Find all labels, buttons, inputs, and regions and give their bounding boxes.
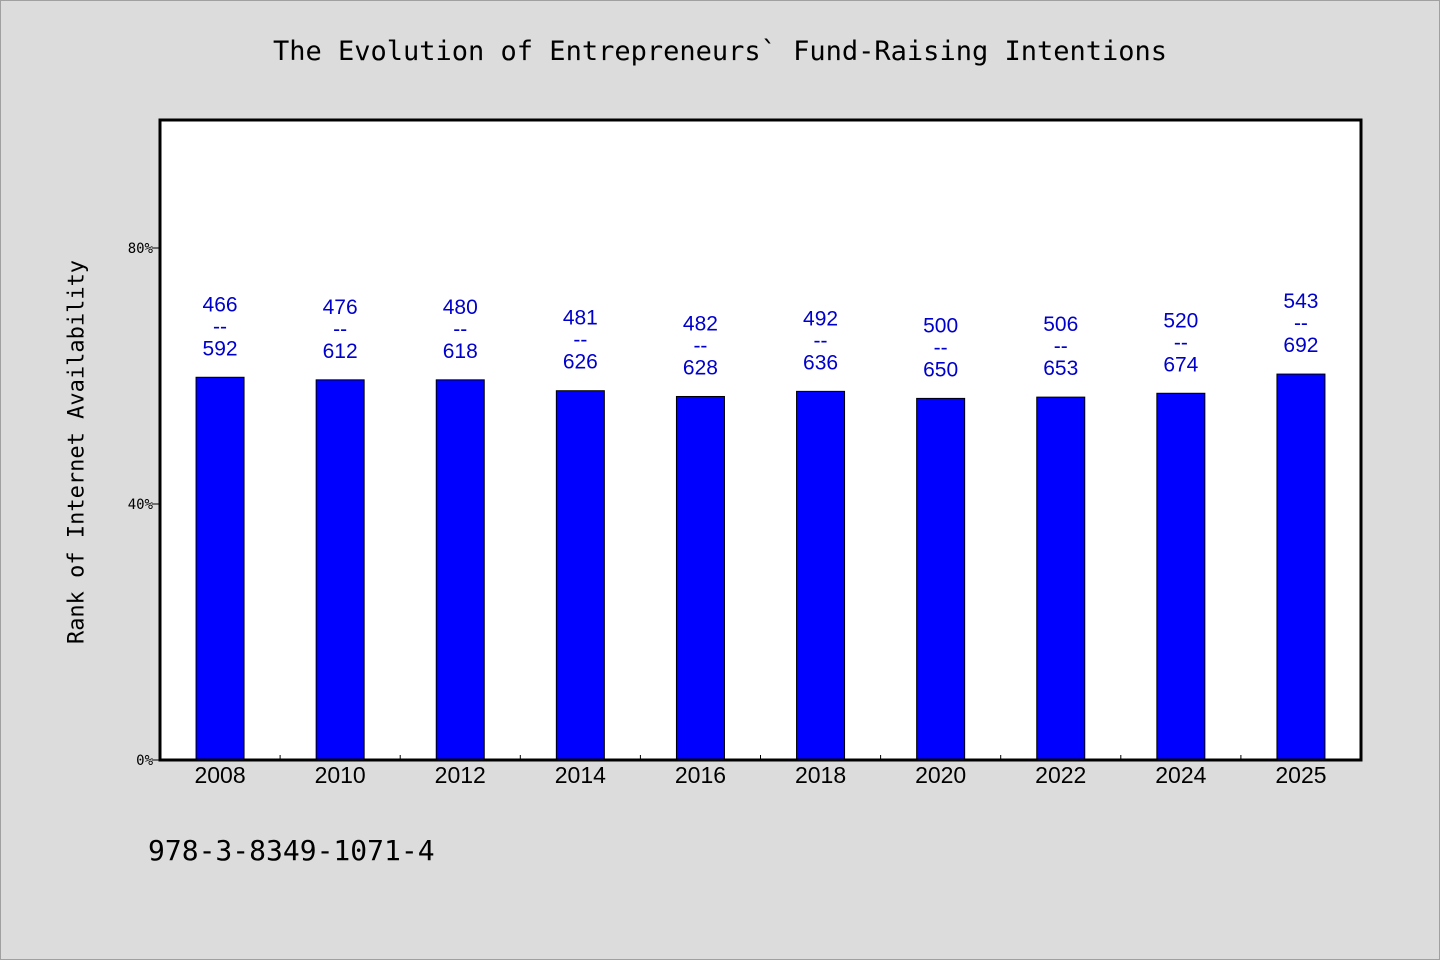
data-label-2024-top: 520: [1163, 309, 1198, 332]
bar-2016: [675, 395, 725, 761]
data-label-2018-sep: --: [814, 329, 828, 352]
x-tick-label-2025: 2025: [1275, 762, 1326, 788]
bar-2014: [555, 390, 605, 761]
data-label-2018-bottom: 636: [803, 351, 838, 374]
bar-2010: [315, 379, 365, 761]
data-label-2025-sep: --: [1294, 312, 1308, 335]
x-tick-label-2020: 2020: [915, 762, 966, 788]
bar-2020: [916, 397, 966, 761]
data-label-2010-top: 476: [323, 296, 358, 319]
data-label-2014-sep: --: [573, 329, 587, 352]
data-label-2018-top: 492: [803, 307, 838, 330]
data-label-2024-sep: --: [1174, 331, 1188, 354]
data-label-2016-bottom: 628: [683, 356, 718, 379]
x-tick-label-2010: 2010: [315, 762, 366, 788]
data-label-2008-sep: --: [213, 315, 227, 338]
x-tick-label-2016: 2016: [675, 762, 726, 788]
data-label-2008-bottom: 592: [203, 337, 238, 360]
data-label-2014-bottom: 626: [563, 351, 598, 374]
y-tick-label-1: 40%: [128, 497, 154, 513]
data-label-2025-bottom: 692: [1283, 334, 1318, 357]
bar-2025: [1276, 373, 1326, 761]
bar-2012: [435, 379, 485, 761]
x-tick-label-2014: 2014: [555, 762, 606, 788]
y-tick-label-0: 0%: [136, 753, 153, 769]
x-tick-label-2024: 2024: [1155, 762, 1206, 788]
data-label-2012-bottom: 618: [443, 340, 478, 363]
x-tick-label-2008: 2008: [194, 762, 245, 788]
data-label-2010-sep: --: [333, 318, 347, 341]
bar-2008: [195, 376, 245, 761]
bar-2024: [1156, 392, 1206, 761]
data-label-2020-top: 500: [923, 314, 958, 337]
footer-code: 978-3-8349-1071-4: [148, 834, 435, 867]
data-label-2008-top: 466: [203, 293, 238, 316]
data-label-2016-sep: --: [693, 334, 707, 357]
data-label-2010-bottom: 612: [323, 340, 358, 363]
data-label-2012-top: 480: [443, 296, 478, 319]
x-tick-label-2012: 2012: [435, 762, 486, 788]
plot-border: [158, 118, 1363, 762]
chart-title: The Evolution of Entrepreneurs` Fund-Rai…: [272, 36, 1168, 67]
data-label-2020-sep: --: [934, 336, 948, 359]
data-label-2022-sep: --: [1054, 335, 1068, 358]
data-label-2016-top: 482: [683, 312, 718, 335]
data-label-2022-bottom: 653: [1043, 357, 1078, 380]
y-tick-label-2: 80%: [128, 241, 154, 257]
data-label-2024-bottom: 674: [1163, 353, 1198, 376]
data-label-2014-top: 481: [563, 307, 598, 330]
data-label-2012-sep: --: [453, 318, 467, 341]
x-tick-label-2018: 2018: [795, 762, 846, 788]
bar-2018: [796, 390, 846, 761]
data-label-2020-bottom: 650: [923, 358, 958, 381]
data-label-2025-top: 543: [1283, 290, 1318, 313]
bar-2022: [1036, 396, 1086, 761]
x-tick-label-2022: 2022: [1035, 762, 1086, 788]
data-label-2022-top: 506: [1043, 313, 1078, 336]
